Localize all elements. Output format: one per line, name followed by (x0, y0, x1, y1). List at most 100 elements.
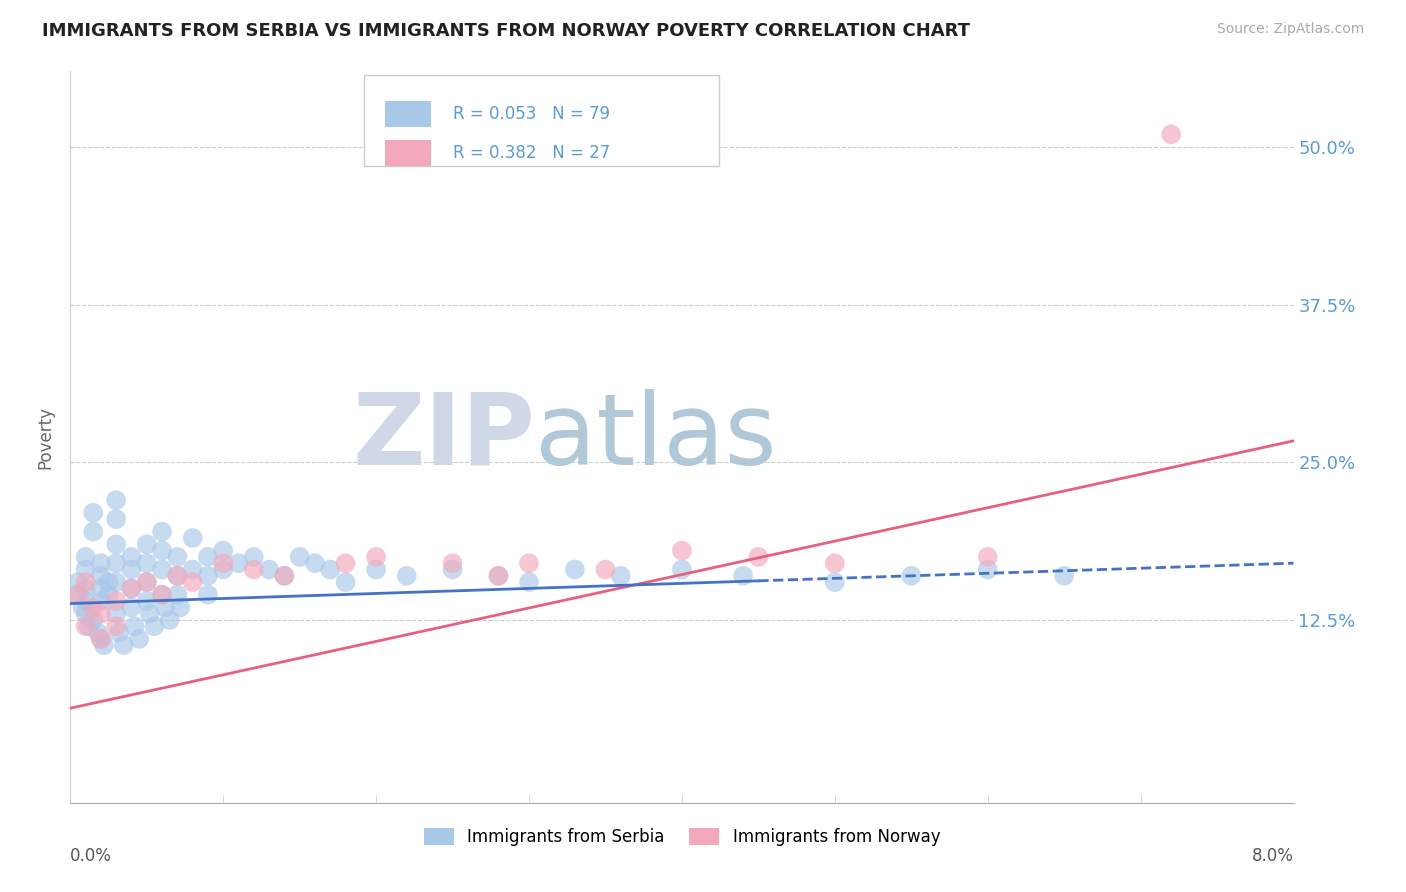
Point (257, 562, 280, 576)
Point (75, 619, 97, 633)
Point (66, 588, 89, 602)
Point (564, 562, 586, 576)
Point (976, 562, 998, 576)
Point (87, 625, 110, 640)
Point (441, 556, 464, 570)
Point (747, 549, 769, 564)
Point (824, 575, 846, 590)
Point (82, 613, 104, 627)
Point (181, 562, 204, 576)
Point (66, 588, 89, 602)
Point (90, 594, 112, 608)
Point (121, 562, 143, 576)
Point (105, 493, 128, 508)
Point (77, 619, 100, 633)
FancyBboxPatch shape (364, 75, 718, 167)
Point (105, 575, 128, 590)
Point (90, 556, 112, 570)
Point (150, 588, 173, 602)
Y-axis label: Poverty: Poverty (37, 406, 55, 468)
Point (671, 543, 693, 558)
Point (731, 569, 754, 583)
Point (75, 594, 97, 608)
Point (243, 549, 266, 564)
Point (197, 549, 219, 564)
Text: atlas: atlas (536, 389, 776, 485)
Point (135, 556, 157, 570)
Point (228, 556, 250, 570)
Point (97, 588, 120, 602)
Point (243, 562, 266, 576)
Point (900, 569, 922, 583)
Point (197, 569, 219, 583)
FancyBboxPatch shape (385, 101, 432, 128)
Point (66, 575, 89, 590)
Point (395, 569, 418, 583)
Point (166, 569, 188, 583)
Point (671, 562, 693, 576)
Point (488, 569, 510, 583)
Point (517, 556, 540, 570)
Point (93, 638, 115, 652)
Point (139, 607, 162, 621)
Point (82, 600, 104, 615)
Point (212, 556, 235, 570)
Point (335, 575, 357, 590)
Text: 0.0%: 0.0% (70, 847, 112, 864)
FancyBboxPatch shape (385, 139, 432, 166)
Point (105, 537, 128, 551)
Point (824, 556, 846, 570)
Point (75, 607, 97, 621)
Point (105, 607, 128, 621)
Point (105, 594, 128, 608)
Point (166, 569, 188, 583)
Point (135, 537, 157, 551)
Point (517, 575, 540, 590)
Point (135, 575, 157, 590)
Point (105, 619, 128, 633)
Point (121, 549, 143, 564)
Point (595, 562, 617, 576)
Point (1053, 569, 1076, 583)
Point (288, 549, 311, 564)
Point (304, 556, 326, 570)
Point (97, 575, 120, 590)
Point (128, 632, 150, 646)
Point (150, 588, 173, 602)
Text: Source: ZipAtlas.com: Source: ZipAtlas.com (1216, 22, 1364, 37)
Point (366, 562, 388, 576)
Point (75, 562, 97, 576)
Point (75, 549, 97, 564)
Point (159, 613, 181, 627)
Point (121, 600, 143, 615)
Point (135, 575, 157, 590)
Text: R = 0.053   N = 79: R = 0.053 N = 79 (453, 105, 610, 123)
Point (197, 588, 219, 602)
Point (82, 506, 104, 520)
Point (166, 549, 188, 564)
Point (82, 524, 104, 539)
Point (273, 569, 295, 583)
Point (1160, 128, 1182, 142)
Point (90, 632, 112, 646)
Point (112, 638, 135, 652)
Point (609, 569, 631, 583)
Text: R = 0.382   N = 27: R = 0.382 N = 27 (453, 144, 610, 161)
Point (166, 588, 188, 602)
Point (273, 569, 295, 583)
Point (108, 625, 131, 640)
Point (153, 600, 176, 615)
Point (143, 619, 166, 633)
Point (105, 556, 128, 570)
Point (150, 562, 173, 576)
Point (90, 582, 112, 596)
Point (335, 556, 357, 570)
Point (75, 582, 97, 596)
Point (75, 575, 97, 590)
Point (90, 632, 112, 646)
Point (319, 562, 342, 576)
Legend: Immigrants from Serbia, Immigrants from Norway: Immigrants from Serbia, Immigrants from … (418, 822, 946, 853)
Point (150, 524, 173, 539)
Point (90, 607, 112, 621)
Point (90, 569, 112, 583)
